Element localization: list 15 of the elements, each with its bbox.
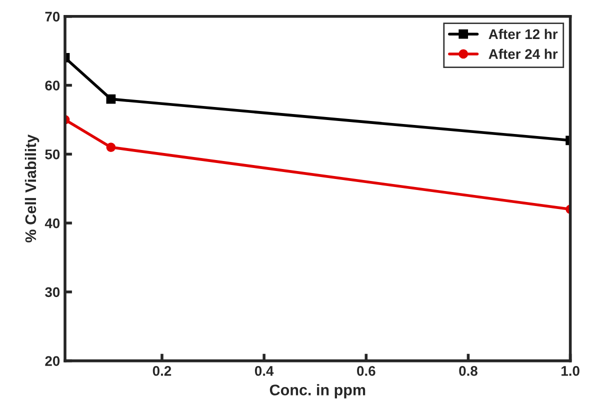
legend-label: After 24 hr	[488, 48, 558, 59]
y-tick-label: 30	[45, 287, 60, 298]
x-tick-label: 1.0	[562, 366, 580, 376]
y-tick-label: 50	[45, 149, 60, 160]
y-tick-label: 70	[45, 12, 60, 22]
x-tick-label: 0.4	[254, 366, 274, 376]
legend-label: After 12 hr	[488, 28, 558, 40]
x-tick-label: 0.2	[152, 366, 172, 376]
x-tick-label: 0.6	[357, 366, 376, 376]
y-tick-label: 40	[44, 218, 60, 228]
y-axis-title: % Cell Viability	[24, 134, 40, 242]
y-tick-label: 60	[45, 80, 60, 90]
x-tick-label: 0.8	[459, 366, 478, 376]
x-axis-title: Conc. in ppm	[270, 384, 366, 398]
y-tick-label: 20	[45, 356, 60, 366]
